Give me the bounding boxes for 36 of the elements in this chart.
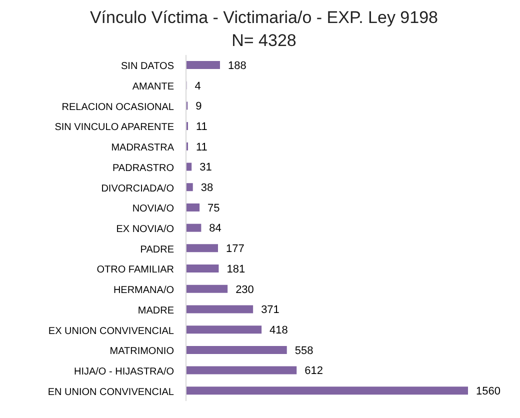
data-label: 181 <box>226 263 246 276</box>
data-label: 371 <box>261 304 280 316</box>
data-label: 1560 <box>476 386 500 398</box>
y-tick-label: MATRIMONIO <box>110 346 174 358</box>
y-tick-label: DIVORCIADA/O <box>101 183 174 194</box>
y-tick-label: MADRASTRA <box>111 142 174 154</box>
data-label: 188 <box>228 60 246 72</box>
data-label: 11 <box>196 120 208 133</box>
data-label: 84 <box>209 222 222 235</box>
y-tick-label: MADRE <box>138 305 174 316</box>
data-label: 558 <box>294 344 314 357</box>
y-tick-label: PADRASTRO <box>112 162 174 174</box>
y-tick-label: SIN VINCULO APARENTE <box>54 122 174 134</box>
y-tick-label: HIJA/O - HIJASTRA/O <box>74 366 174 378</box>
y-tick-label: OTRO FAMILIAR <box>96 264 174 276</box>
data-label: 418 <box>270 324 288 336</box>
y-tick-label: EX NOVIA/O <box>116 224 174 235</box>
data-label: 11 <box>196 141 208 154</box>
y-tick-label: PADRE <box>140 244 174 256</box>
data-label: 612 <box>304 365 323 378</box>
y-tick-label: AMANTE <box>132 82 174 93</box>
chart-subtitle: N= 4328 <box>230 31 298 51</box>
chart-title: Vínculo Víctima - Victimaria/o - EXP. Ley 9198 <box>88 8 440 28</box>
y-tick-label: SIN DATOS <box>121 61 174 72</box>
data-label: 4 <box>194 80 201 92</box>
y-tick-label: EN UNION CONVIVENCIAL <box>48 386 174 398</box>
y-tick-label: NOVIA/O <box>132 204 174 215</box>
data-label: 9 <box>196 100 202 113</box>
data-label: 31 <box>200 162 212 174</box>
y-tick-label: EX UNION CONVIVENCIAL <box>48 326 174 337</box>
data-label: 38 <box>200 182 214 194</box>
y-tick-label: RELACION OCASIONAL <box>62 102 174 113</box>
data-label: 230 <box>236 284 254 296</box>
data-label: 75 <box>208 202 220 214</box>
data-label: 177 <box>226 243 244 256</box>
y-tick-label: HERMANA/O <box>113 285 174 296</box>
